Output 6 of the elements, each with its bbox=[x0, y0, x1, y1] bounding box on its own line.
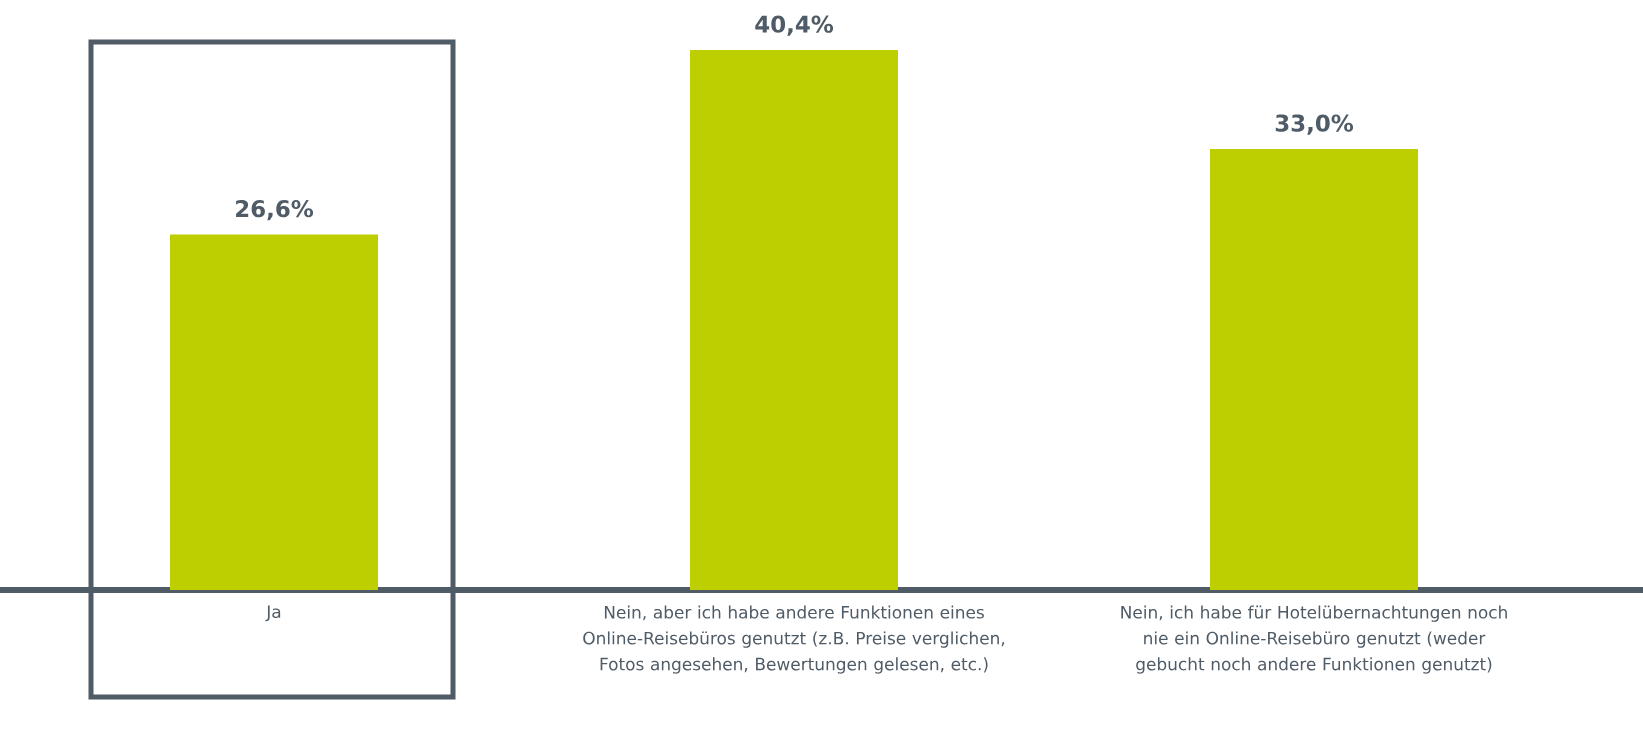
data-label: 26,6% bbox=[236, 199, 314, 221]
data-label: 33,0% bbox=[1275, 114, 1354, 135]
data-label: 40,4% bbox=[755, 15, 834, 36]
x-tick-label: Ja bbox=[265, 605, 281, 622]
x-tick-label: Nein, aber ich habe andere Funktionen eines Online-Reisebüros genutzt (z.B. Preise verglichen, Fotos angesehen, Bewertungen gelesen, etc.) bbox=[583, 605, 1005, 674]
x-tick-label: Nein, ich habe für Hotelübernachtungen noch nie ein Online-Reisebüro genutzt (weder gebucht noch andere Funktionen genutzt) bbox=[1121, 605, 1507, 674]
